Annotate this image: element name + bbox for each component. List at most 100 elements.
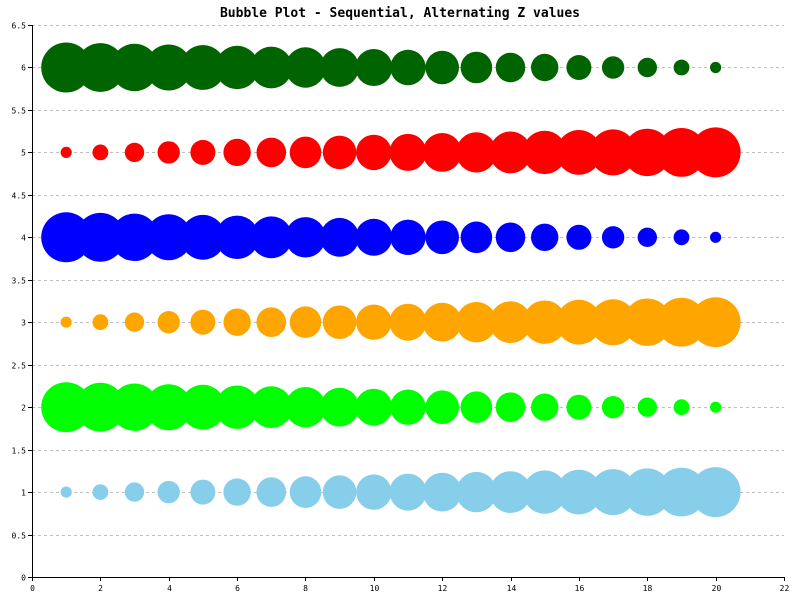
bubble-s5-p19	[657, 127, 706, 177]
bubble-s5-p5	[190, 139, 216, 165]
bubble-s1-p7	[256, 477, 287, 507]
bubble-s2-p15	[531, 393, 559, 421]
bubble-s2-p9	[320, 387, 359, 427]
bubble-s1-p18	[623, 468, 671, 516]
bubble-s3-p12	[422, 302, 462, 342]
bubble-s1-p16	[556, 469, 602, 515]
bubble-s3-p3	[124, 312, 145, 332]
bubble-s4-p15	[531, 223, 559, 251]
y-tick-label-5: 2.5	[12, 362, 27, 371]
bubble-s2-p4	[145, 384, 192, 431]
bubble-s2-p11	[390, 389, 426, 425]
bubble-s4-p14	[495, 222, 526, 253]
bubble-s1-p12	[422, 472, 462, 512]
bubble-s5-p4	[157, 141, 180, 164]
bubble-s3-p4	[157, 311, 180, 334]
x-tick-label-2: 4	[167, 584, 172, 593]
y-tick-label-7: 3.5	[12, 277, 27, 286]
bubble-s4-p10	[355, 218, 393, 256]
bubble-s1-p17	[590, 469, 637, 516]
y-tick-label-10: 5	[21, 149, 26, 158]
y-tick-label-0: 0	[21, 574, 26, 583]
bubble-s3-p13	[456, 302, 497, 343]
bubble-s3-p1	[60, 316, 72, 328]
bubble-s5-p10	[356, 134, 392, 171]
bubble-s5-p15	[523, 130, 567, 175]
bubble-s2-p18	[637, 397, 657, 417]
bubble-s4-p8	[285, 217, 326, 258]
bubble-s1-p1	[60, 486, 72, 498]
bubble-s6-p1	[41, 42, 92, 93]
bubble-s4-p7	[250, 216, 293, 259]
bubble-s3-p11	[389, 303, 427, 341]
bubble-s4-p17	[601, 226, 625, 249]
bubble-s6-p20	[710, 61, 722, 74]
grid-lines	[32, 25, 784, 536]
bubble-s6-p18	[637, 57, 657, 78]
x-tick-label-8: 16	[575, 584, 585, 593]
bubble-s6-p10	[355, 49, 393, 86]
bubble-s2-p7	[250, 386, 293, 429]
bubble-s4-p3	[110, 213, 159, 261]
axes: 0 0.5 1 1.5 2 2.5 3 3.5 4 4.5 5 5.5 6 6.5 0 2 4 6 8 10 12 14 1…	[12, 22, 790, 594]
bubble-s4-p6	[215, 215, 259, 259]
bubble-s6-p11	[390, 49, 426, 86]
bubble-s6-p8	[285, 47, 326, 88]
x-tick-label-3: 6	[235, 584, 240, 593]
bubble-s3-p19	[657, 297, 706, 347]
bubble-s2-p20	[710, 401, 722, 413]
bubble-s1-p5	[190, 479, 216, 505]
y-tick-label-1: 0.5	[12, 532, 27, 541]
bubble-s3-p20	[690, 297, 741, 348]
bubble-s1-p15	[523, 470, 567, 514]
bubble-s6-p2	[76, 43, 125, 92]
bubble-s3-p5	[190, 309, 216, 335]
bubble-s5-p12	[422, 133, 462, 172]
bubble-s5-p13	[456, 132, 497, 173]
bubble-s6-p7	[250, 46, 293, 89]
bubble-s1-p4	[157, 480, 180, 504]
bubble-s5-p7	[256, 137, 287, 168]
bubble-s4-p19	[673, 229, 690, 246]
bubble-s5-p3	[124, 142, 145, 163]
bubble-s1-p6	[223, 478, 251, 506]
y-tick-label-4: 2	[21, 404, 26, 413]
bubble-s5-p8	[289, 136, 322, 169]
bubble-s5-p1	[60, 146, 72, 158]
bubble-s1-p19	[657, 467, 706, 517]
bubble-s2-p14	[495, 392, 526, 423]
bubble-s2-p12	[425, 390, 460, 425]
x-tick-label-11: 22	[780, 584, 790, 593]
bubble-s2-p10	[355, 388, 393, 426]
bubble-s5-p2	[92, 144, 109, 161]
bubble-s2-p2	[76, 382, 125, 432]
bubble-s3-p8	[289, 306, 322, 339]
bubble-s3-p7	[256, 307, 287, 338]
bubble-s4-p9	[320, 217, 359, 257]
x-tick-label-7: 14	[507, 584, 517, 593]
bubble-s2-p19	[673, 399, 690, 416]
bubble-s6-p3	[110, 43, 159, 92]
bubble-s2-p3	[110, 383, 159, 431]
bubble-layer	[41, 42, 741, 518]
bubble-s5-p18	[623, 128, 671, 177]
bubble-s4-p18	[637, 227, 657, 247]
x-tick-label-0: 0	[30, 584, 35, 593]
bubble-s1-p14	[489, 471, 532, 513]
bubble-s4-p11	[390, 219, 426, 255]
bubble-s4-p2	[76, 212, 125, 262]
bubble-s4-p1	[41, 212, 92, 263]
x-tick-label-1: 2	[98, 584, 103, 593]
x-tick-label-4: 8	[303, 584, 308, 593]
bubble-s1-p11	[389, 473, 427, 511]
bubble-s2-p8	[285, 387, 326, 428]
bubble-s5-p17	[590, 129, 637, 176]
bubble-s6-p12	[425, 50, 460, 85]
bubble-s4-p13	[460, 221, 493, 254]
bubble-s6-p13	[460, 51, 493, 84]
y-tick-label-6: 3	[21, 319, 26, 328]
y-tick-label-8: 4	[21, 234, 26, 243]
bubble-s3-p9	[322, 305, 357, 340]
bubble-s6-p16	[566, 55, 592, 80]
